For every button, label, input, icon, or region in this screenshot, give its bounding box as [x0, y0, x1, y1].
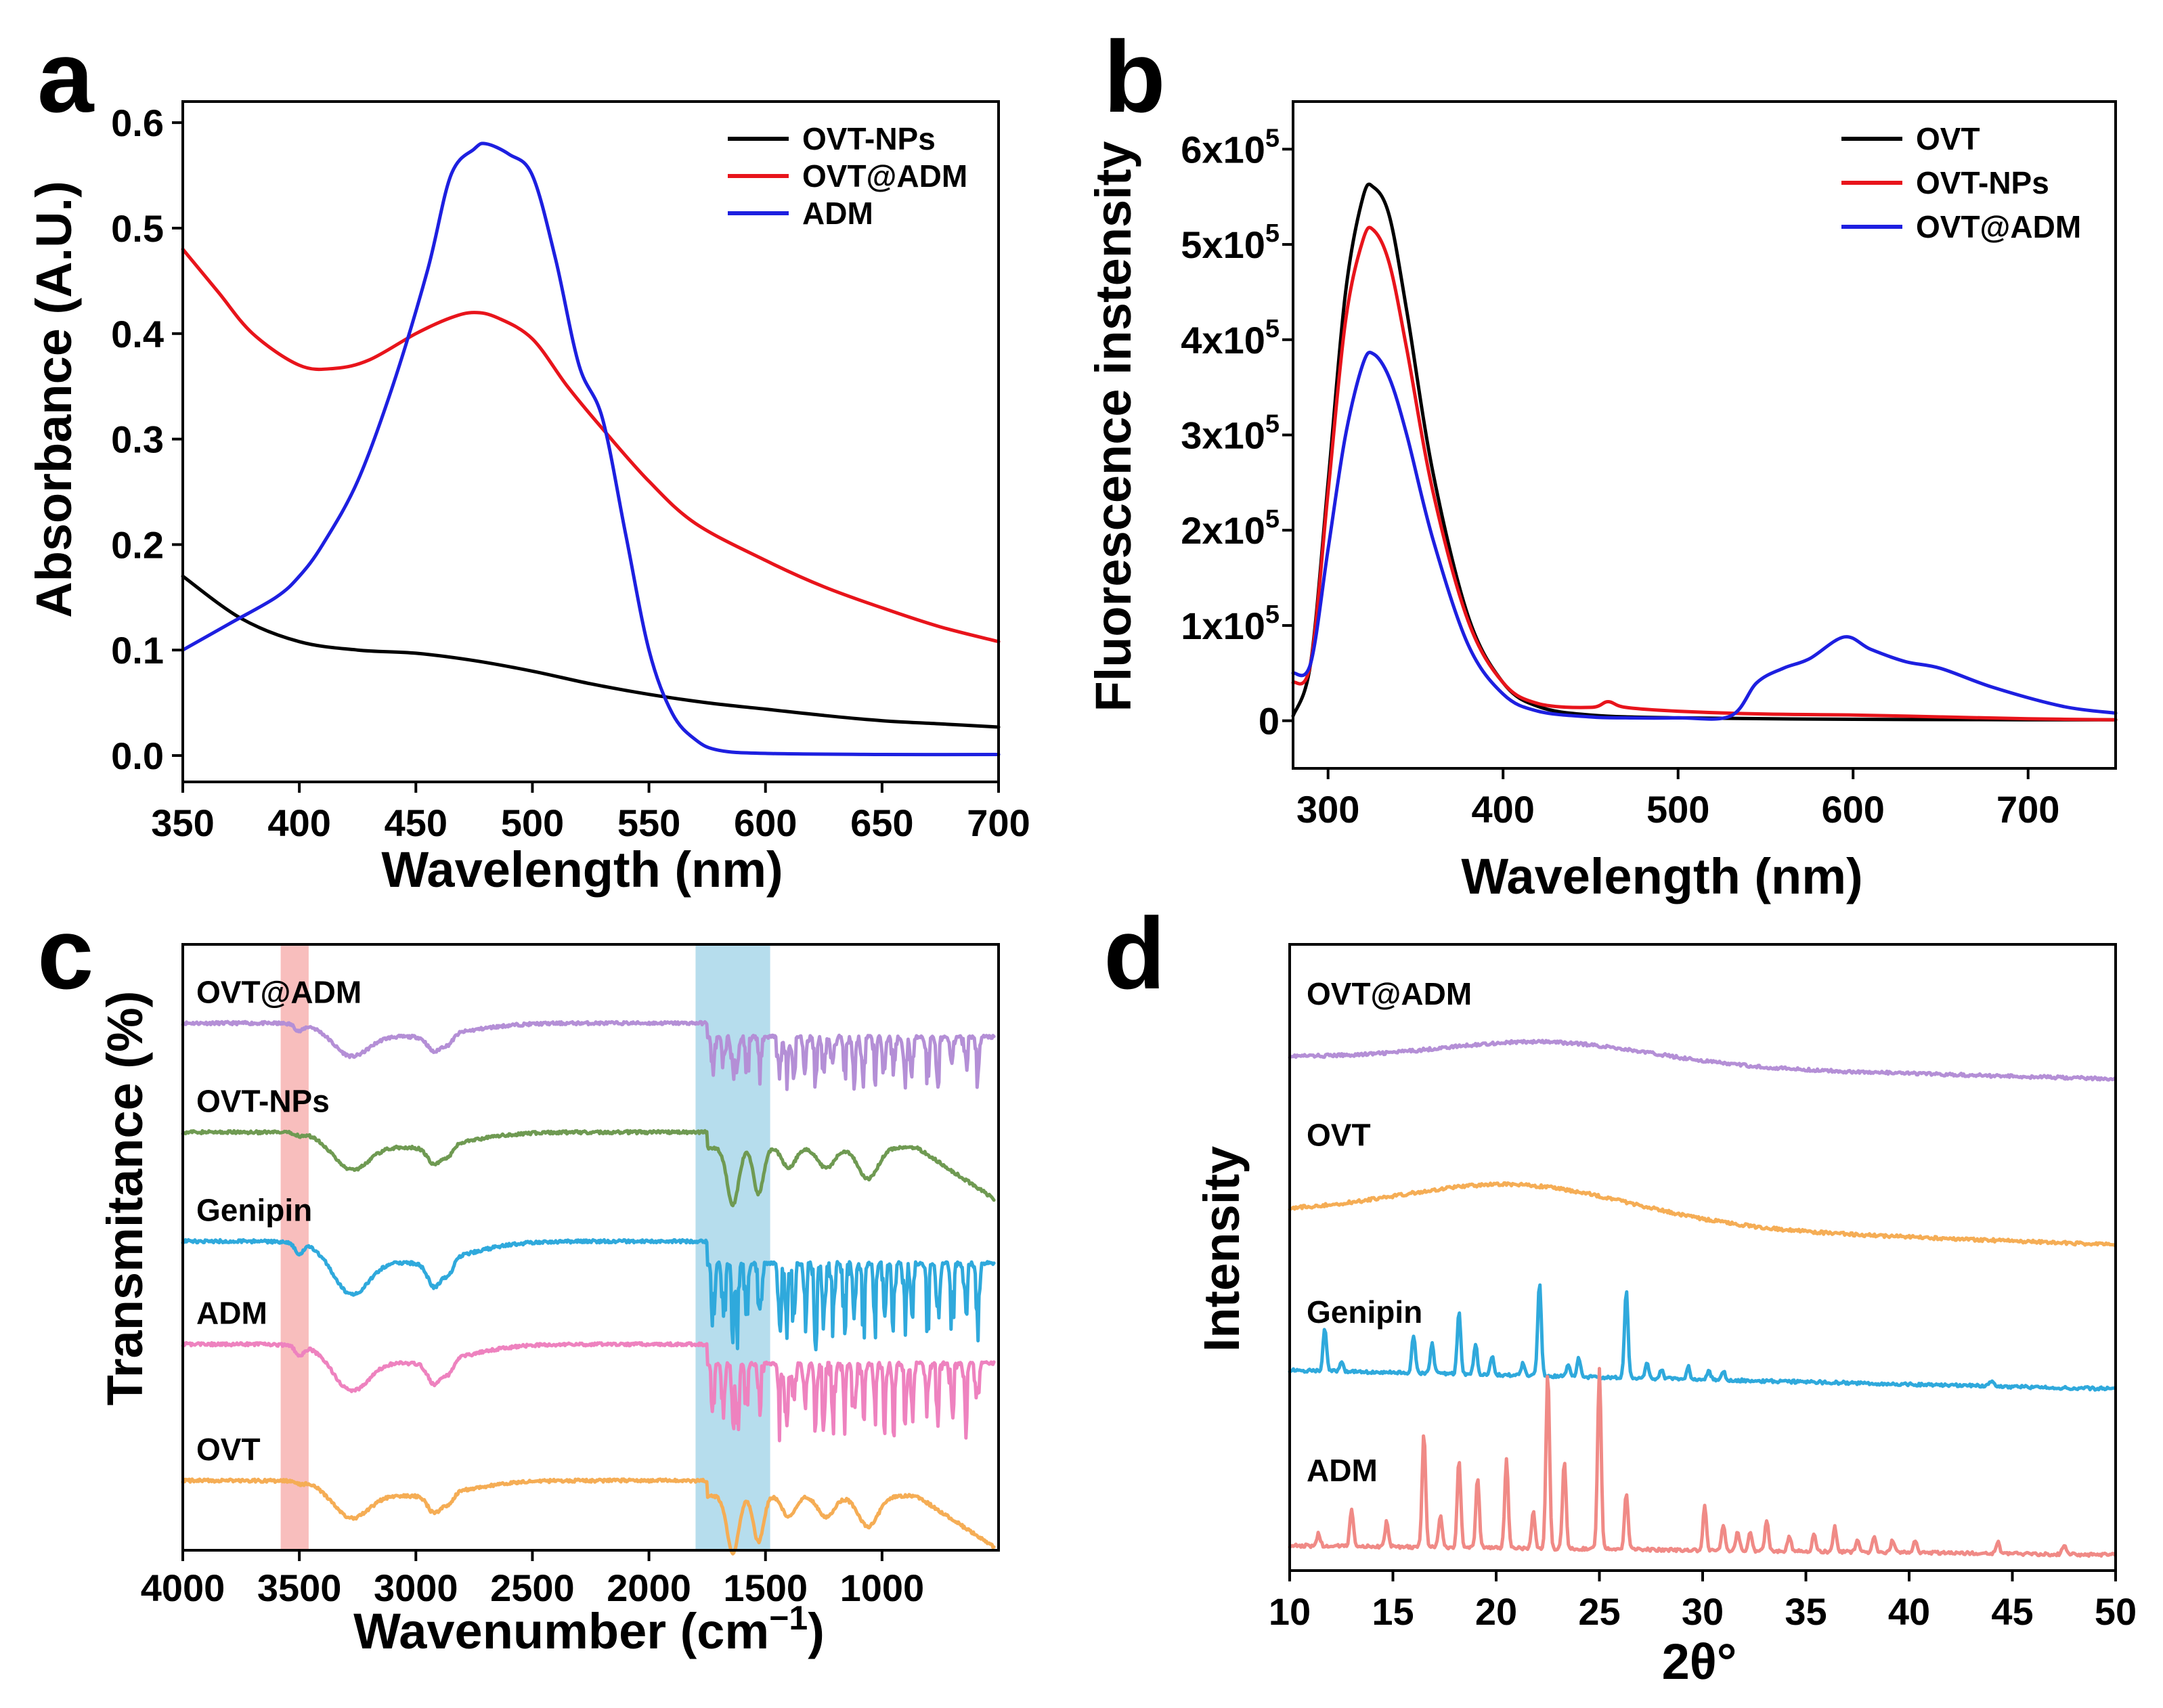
a-legend-label: OVT-NPs: [802, 121, 936, 156]
d-xtick-label: 15: [1372, 1590, 1414, 1633]
b-xtick-label: 700: [1996, 788, 2059, 831]
d-xlabel: 2θ°: [1662, 1634, 1737, 1690]
c-series-ovt-nps: [181, 1129, 996, 1208]
a-xtick-label: 700: [967, 802, 1030, 844]
a-ytick-label: 0.4: [111, 313, 164, 355]
d-xtick-label: 50: [2095, 1590, 2137, 1633]
d-xtick-label: 20: [1475, 1590, 1517, 1633]
c-xtick-label: 3000: [374, 1567, 458, 1609]
panel-a-chart: 350 400 450 500 550 600 650 700 0.0 0.1 0.2 0.3 0.4 0…: [111, 100, 1030, 844]
panel-label-a: a: [37, 20, 95, 133]
c-xtick-label: 3500: [257, 1567, 342, 1609]
c-series-adm: [181, 1341, 996, 1443]
d-series-adm: [1288, 1367, 2117, 1558]
panel-b-chart: 300 400 500 600 700 0 1x105 2x105 3x105 4x105 5x10…: [1181, 100, 2118, 831]
d-series-ovt: [1288, 1181, 2117, 1248]
panel-label-c: c: [37, 896, 93, 1010]
d-xtick-label: 35: [1785, 1590, 1827, 1633]
c-xlabel-sup: −1: [769, 1599, 808, 1637]
a-xlabel: Wavelength (nm): [381, 841, 783, 898]
c-series-ovt: [181, 1477, 996, 1556]
a-ytick-label: 0.2: [111, 523, 164, 566]
c-xtick-label: 2500: [490, 1567, 575, 1609]
a-ylabel: Absorbance (A.U.): [26, 181, 82, 618]
c-xlabel-main: Wavenumber (cm: [353, 1603, 769, 1659]
d-series-genipin: [1288, 1283, 2117, 1392]
c-xlabel-end: ): [808, 1603, 825, 1659]
c-xtick-label: 1000: [840, 1567, 925, 1609]
a-ytick-label: 0.0: [111, 735, 164, 777]
c-series-label: OVT@ADM: [196, 974, 362, 1009]
b-ytick-label: 2x105: [1181, 505, 1280, 552]
b-plot-frame: [1292, 100, 2117, 770]
panel-label-b: b: [1104, 20, 1166, 133]
d-xtick-label: 45: [1991, 1590, 2033, 1633]
c-series-label: ADM: [196, 1296, 267, 1331]
d-ylabel: Intensity: [1194, 1146, 1250, 1352]
a-plot-frame: [181, 100, 1000, 783]
a-xtick-label: 500: [501, 802, 564, 844]
a-ytick-label: 0.6: [111, 102, 164, 144]
b-ytick-label: 1x105: [1181, 600, 1280, 647]
a-series-adm: [181, 141, 1001, 757]
d-series-label: ADM: [1307, 1453, 1378, 1488]
c-xtick-label: 1500: [723, 1567, 808, 1609]
c-ylabel: Transmitance (%): [97, 991, 153, 1406]
a-series-ovt-nps: [181, 574, 1001, 729]
a-series-ovt-adm: [181, 247, 1001, 644]
b-ylabel: Fluorescence instensity: [1085, 141, 1141, 711]
b-xtick-label: 500: [1646, 788, 1709, 831]
c-series-label: OVT-NPs: [196, 1083, 330, 1118]
b-legend-label: OVT: [1916, 121, 1980, 156]
b-ytick-label: 6x105: [1181, 124, 1280, 171]
b-xtick-label: 300: [1296, 788, 1359, 831]
b-ytick-label: 5x105: [1181, 219, 1280, 266]
c-xlabel: Wavenumber (cm−1): [353, 1599, 825, 1659]
b-ytick-label: 4x105: [1181, 315, 1280, 362]
d-series-label: OVT: [1307, 1117, 1371, 1152]
d-xtick-label: 10: [1269, 1590, 1311, 1633]
d-series-label: OVT@ADM: [1307, 976, 1472, 1011]
a-xtick-label: 550: [617, 802, 680, 844]
d-xtick-label: 25: [1578, 1590, 1620, 1633]
b-legend-label: OVT@ADM: [1916, 209, 2081, 244]
a-legend-label: OVT@ADM: [802, 158, 967, 194]
panel-c-chart: OVT@ADM OVT-NPs Genipin ADM OVT 4000 3500 3000 2…: [141, 943, 1000, 1609]
a-ytick-label: 0.3: [111, 418, 164, 461]
b-series-ovt: [1291, 182, 2118, 722]
a-xtick-label: 450: [385, 802, 447, 844]
c-plot-frame: [181, 943, 1000, 1552]
a-xtick-label: 600: [734, 802, 797, 844]
b-xtick-label: 600: [1822, 788, 1885, 831]
d-xtick-label: 40: [1888, 1590, 1930, 1633]
c-series-label: Genipin: [196, 1193, 312, 1228]
c-xtick-label: 2000: [607, 1567, 691, 1609]
d-series-label: Genipin: [1307, 1294, 1422, 1330]
b-xtick-label: 400: [1471, 788, 1534, 831]
a-ytick-label: 0.1: [111, 629, 164, 672]
d-series-ovt-adm: [1288, 1038, 2117, 1082]
a-ytick-label: 0.5: [111, 207, 164, 250]
b-xlabel: Wavelength (nm): [1461, 848, 1862, 904]
c-series-label: OVT: [196, 1432, 261, 1467]
a-legend-label: ADM: [802, 196, 873, 231]
b-ytick-label: 3x105: [1181, 410, 1280, 457]
b-legend-label: OVT-NPs: [1916, 165, 2049, 200]
a-xtick-label: 400: [267, 802, 330, 844]
b-series-ovt-adm: [1291, 351, 2118, 721]
c-xtick-label: 4000: [141, 1567, 225, 1609]
d-xtick-label: 30: [1682, 1590, 1724, 1633]
panel-label-d: d: [1104, 896, 1166, 1010]
panel-d-chart: OVT@ADM OVT Genipin ADM 10 15 20 25 30 35 40 45 50: [1269, 943, 2137, 1633]
c-series-ovt-adm: [181, 1020, 996, 1091]
a-xtick-label: 650: [850, 802, 913, 844]
a-xtick-label: 350: [151, 802, 214, 844]
c-series-genipin: [181, 1238, 996, 1352]
d-plot-frame: [1288, 943, 2117, 1572]
b-ytick-label: 0: [1259, 700, 1280, 743]
b-series-ovt-nps: [1291, 225, 2118, 722]
